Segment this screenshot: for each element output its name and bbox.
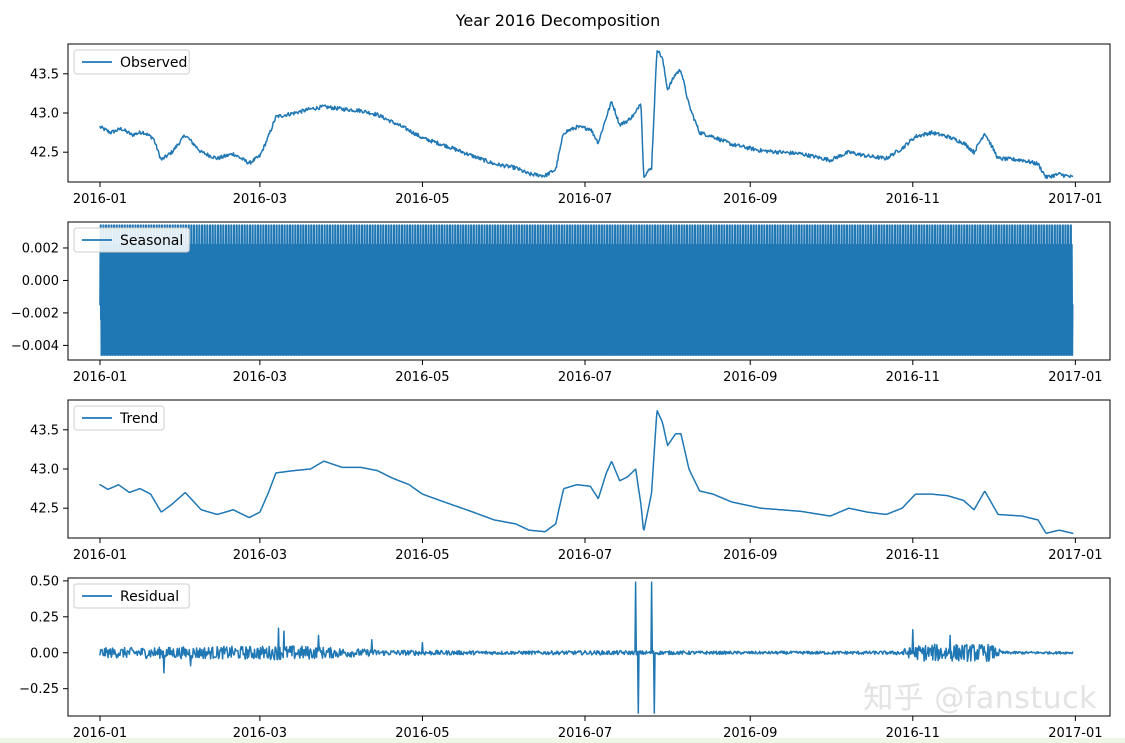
- subplot-trend: 2016-01 2016-03 2016-05 2016-07 2016-09 2016-…: [30, 399, 1111, 563]
- subplots: 2016-01 2016-03 2016-05 2016-07 2016-09 2016-…: [11, 43, 1111, 741]
- x-tick-label: 2016-11: [886, 726, 940, 741]
- x-tick-label: 2017-01: [1048, 370, 1102, 385]
- x-tick-label: 2016-07: [558, 370, 612, 385]
- x-tick-label: 2016-03: [233, 192, 287, 207]
- y-tick-label: 0.50: [30, 574, 59, 589]
- x-tick-label: 2016-05: [395, 548, 449, 563]
- x-tick-label: 2016-05: [395, 370, 449, 385]
- y-tick-label: 43.0: [30, 107, 59, 122]
- x-tick-label: 2017-01: [1048, 548, 1102, 563]
- x-tick-label: 2016-03: [233, 370, 287, 385]
- y-tick-label: 42.5: [30, 146, 59, 161]
- x-tick-label: 2016-11: [886, 370, 940, 385]
- legend-label: Observed: [120, 55, 187, 71]
- x-tick-label: 2017-01: [1048, 192, 1102, 207]
- y-tick-label: 0.00: [30, 646, 59, 661]
- legend-seasonal: Seasonal: [73, 227, 190, 253]
- y-tick-label: 0.000: [22, 274, 59, 289]
- y-tick-label: −0.002: [11, 306, 59, 321]
- y-tick-label: 0.002: [22, 241, 59, 256]
- x-tick-label: 2016-01: [73, 370, 127, 385]
- bottom-strip: [0, 738, 1125, 743]
- axes-frame: [67, 577, 1111, 717]
- subplot-residual: 2016-01 2016-03 2016-05 2016-07 2016-09 2016-…: [19, 574, 1111, 741]
- legend-label: Seasonal: [120, 233, 183, 249]
- x-tick-label: 2016-03: [233, 726, 287, 741]
- legend-residual: Residual: [73, 583, 190, 609]
- y-tick-label: −0.25: [19, 682, 59, 697]
- legend-box: [73, 49, 190, 75]
- y-tick-label: 43.5: [30, 423, 59, 438]
- axes-frame: [67, 221, 1111, 361]
- legend-observed: Observed: [73, 49, 190, 75]
- subplot-seasonal: 2016-01 2016-03 2016-05 2016-07 2016-09 2016-…: [11, 221, 1111, 385]
- x-tick-label: 2016-05: [395, 192, 449, 207]
- legend-box: [73, 405, 165, 431]
- y-tick-label: 0.25: [30, 610, 59, 625]
- x-tick-label: 2016-01: [73, 192, 127, 207]
- x-tick-label: 2016-09: [723, 548, 777, 563]
- series-line-residual: [99, 581, 1074, 714]
- x-tick-label: 2017-01: [1048, 726, 1102, 741]
- subplot-observed: 2016-01 2016-03 2016-05 2016-07 2016-09 2016-…: [30, 43, 1111, 207]
- series-line-trend: [99, 409, 1074, 535]
- x-tick-label: 2016-09: [723, 370, 777, 385]
- legend-box: [73, 227, 190, 253]
- x-tick-label: 2016-01: [73, 726, 127, 741]
- x-tick-label: 2016-09: [723, 192, 777, 207]
- x-tick-label: 2016-07: [558, 548, 612, 563]
- legend-label: Trend: [119, 411, 158, 427]
- x-tick-label: 2016-05: [395, 726, 449, 741]
- legend-label: Residual: [120, 589, 179, 605]
- x-tick-label: 2016-11: [886, 192, 940, 207]
- y-tick-label: 43.5: [30, 67, 59, 82]
- x-tick-label: 2016-07: [558, 192, 612, 207]
- x-tick-label: 2016-03: [233, 548, 287, 563]
- x-tick-label: 2016-09: [723, 726, 777, 741]
- x-tick-label: 2016-01: [73, 548, 127, 563]
- x-tick-label: 2016-11: [886, 548, 940, 563]
- y-tick-label: 43.0: [30, 463, 59, 478]
- series-line-seasonal: [99, 224, 1074, 356]
- legend-box: [73, 583, 190, 609]
- axes-frame: [67, 399, 1111, 539]
- axes-frame: [67, 43, 1111, 183]
- y-tick-label: 42.5: [30, 502, 59, 517]
- x-tick-label: 2016-07: [558, 726, 612, 741]
- y-tick-label: −0.004: [11, 339, 59, 354]
- figure-title: Year 2016 Decomposition: [455, 11, 660, 30]
- legend-trend: Trend: [73, 405, 165, 431]
- series-line-observed: [99, 50, 1074, 180]
